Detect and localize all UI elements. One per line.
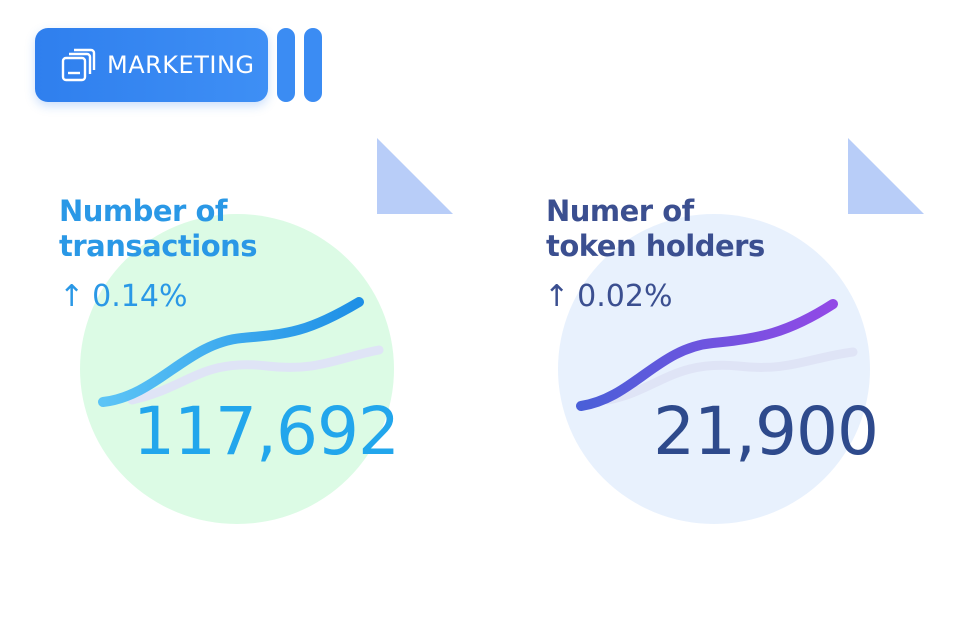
arrow-up-icon: ↑ (544, 279, 570, 314)
card-title-line: Numer of (546, 194, 694, 228)
stacked-cards-icon (59, 46, 97, 84)
comparison-line (603, 347, 858, 405)
comparison-line (127, 345, 384, 405)
change-percent: 0.14% (92, 279, 188, 314)
card-title-line: transactions (59, 229, 258, 263)
page-fold-corner (377, 138, 453, 214)
metric-value: 117,692 (133, 393, 400, 470)
card-title-line: token holders (546, 229, 765, 263)
card-title: Number of transactions (59, 194, 258, 264)
arrow-up-icon: ↑ (59, 279, 85, 314)
change-indicator: ↑ 0.02% (544, 279, 672, 314)
card-title-line: Number of (59, 194, 228, 228)
decor-bar (304, 28, 322, 102)
trend-line (576, 299, 838, 411)
marketing-tag-button[interactable]: MARKETING (35, 28, 268, 102)
trend-line (98, 297, 364, 407)
marketing-tag-label: MARKETING (107, 51, 255, 79)
decor-bar (277, 28, 295, 102)
token-holders-trend-chart (576, 299, 858, 411)
transactions-trend-chart (98, 297, 384, 407)
metric-value: 21,900 (653, 393, 879, 470)
page-fold-corner (848, 138, 924, 214)
change-percent: 0.02% (577, 279, 673, 314)
change-indicator: ↑ 0.14% (59, 279, 187, 314)
card-title: Numer of token holders (546, 194, 765, 264)
